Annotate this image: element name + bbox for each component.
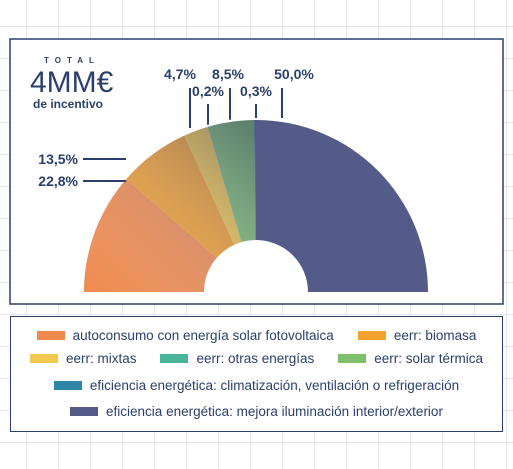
data-label-0: 22,8% bbox=[38, 173, 78, 189]
total-amount: 4MM€ bbox=[30, 66, 114, 99]
legend-swatch bbox=[357, 330, 386, 340]
data-label-3: 0,2% bbox=[192, 83, 224, 99]
legend-row: eficiencia energética: mejora iluminació… bbox=[11, 401, 502, 421]
legend-label: eerr: mixtas bbox=[65, 350, 137, 366]
legend-item: eerr: mixtas bbox=[29, 350, 137, 366]
legend-item: eerr: otras energías bbox=[160, 351, 314, 366]
slice-6 bbox=[256, 120, 428, 292]
total-block: TOTAL 4MM€ de incentivo bbox=[30, 56, 114, 111]
shading-overlay bbox=[84, 120, 256, 292]
legend-swatch bbox=[338, 353, 367, 363]
legend-swatch bbox=[70, 406, 99, 416]
legend-label: eerr: solar térmica bbox=[374, 350, 484, 366]
data-label-5: 0,3% bbox=[240, 83, 272, 99]
legend-row: eficiencia energética: climatización, ve… bbox=[11, 375, 502, 395]
legend-item: autoconsumo con energía solar fotovoltai… bbox=[36, 327, 334, 343]
legend-row: eerr: mixtas eerr: otras energías eerr: so… bbox=[11, 348, 502, 368]
legend-item: eerr: solar térmica bbox=[338, 351, 483, 366]
legend-item: eficiencia energética: climatización, ve… bbox=[53, 377, 460, 393]
data-label-4: 8,5% bbox=[212, 66, 244, 82]
legend-label: eerr: biomasa bbox=[393, 327, 477, 343]
total-caption: de incentivo bbox=[33, 97, 103, 111]
data-label-2: 4,7% bbox=[164, 66, 196, 82]
label-leaders bbox=[83, 88, 283, 182]
data-label-6: 50,0% bbox=[274, 66, 314, 82]
legend-swatch bbox=[53, 380, 82, 390]
data-labels: 13,5% 22,8% 4,7%0,2%8,5%0,3%50,0% bbox=[38, 66, 314, 189]
legend-swatch bbox=[160, 353, 189, 363]
total-word: TOTAL bbox=[44, 56, 100, 65]
legend-label: eerr: otras energías bbox=[196, 350, 315, 366]
legend: autoconsumo con energía solar fotovoltai… bbox=[10, 316, 503, 432]
legend-swatch bbox=[29, 353, 58, 363]
legend-item: eerr: biomasa bbox=[357, 327, 477, 343]
data-label-1: 13,5% bbox=[38, 151, 78, 167]
legend-item: eficiencia energética: mejora iluminació… bbox=[70, 404, 443, 419]
legend-label: eficiencia energética: climatización, ve… bbox=[89, 377, 460, 393]
legend-row: autoconsumo con energía solar fotovoltai… bbox=[11, 325, 502, 345]
legend-label: autoconsumo con energía solar fotovoltai… bbox=[72, 327, 334, 343]
legend-label: eficiencia energética: mejora iluminació… bbox=[106, 403, 443, 419]
legend-swatch bbox=[36, 330, 65, 340]
